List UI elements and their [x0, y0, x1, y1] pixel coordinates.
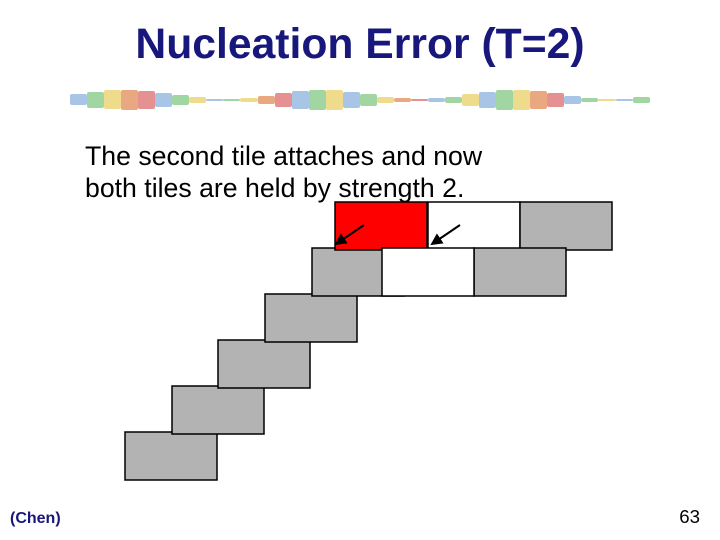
- footer-credit: (Chen): [10, 510, 61, 528]
- tile: [335, 202, 427, 250]
- tile: [125, 432, 217, 480]
- tile: [265, 294, 357, 342]
- tile: [474, 248, 566, 296]
- tile: [218, 340, 310, 388]
- tile-diagram: [0, 0, 720, 540]
- tile: [172, 386, 264, 434]
- tile: [382, 248, 474, 296]
- tile: [428, 202, 520, 250]
- slide-number: 63: [679, 506, 700, 528]
- tile: [520, 202, 612, 250]
